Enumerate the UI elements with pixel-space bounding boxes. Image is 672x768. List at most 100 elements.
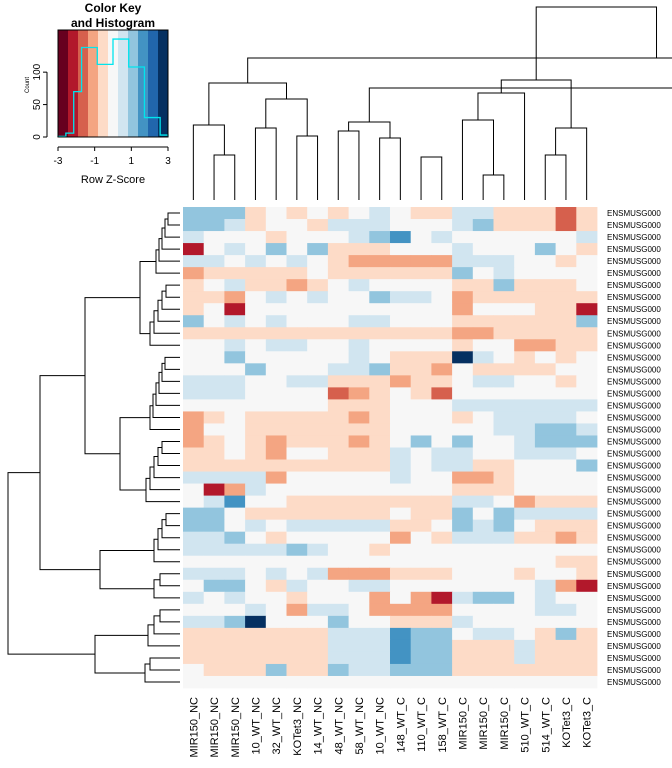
heatmap-cell [555,459,577,472]
heatmap-cell [390,423,412,436]
heatmap-cell [203,495,225,509]
heatmap-cell [265,447,287,460]
heatmap-cell [327,519,349,533]
heatmap-cell [410,543,432,557]
heatmap-cell [534,387,556,400]
heatmap-cell [348,447,370,460]
heatmap-cell [534,591,556,605]
heatmap-cell [286,663,308,677]
heatmap-cell [514,567,536,581]
heatmap-cell [307,291,329,304]
heatmap-cell [534,519,556,533]
heatmap-cell [183,303,205,316]
heatmap-cell [245,615,267,629]
heatmap-cell [265,243,287,256]
heatmap-cell [265,327,287,340]
heatmap-cell [431,591,453,605]
heatmap-cell [348,375,370,388]
heatmap-cell [390,207,412,220]
column-label: MIR150_C [499,697,511,750]
heatmap-cell [410,351,432,364]
heatmap-cell [307,303,329,316]
heatmap-cell [245,471,267,484]
heatmap-cell [286,363,308,376]
heatmap-cell [203,459,225,472]
heatmap-cell [534,459,556,472]
heatmap-cell [390,639,412,653]
heatmap-cell [348,339,370,352]
heatmap-cell [576,363,598,376]
heatmap-cell [534,543,556,557]
heatmap-cell [348,543,370,557]
heatmap-cell [327,315,349,328]
heatmap-cell [183,651,205,665]
dendrogram-branch [161,440,180,455]
heatmap-cell [576,315,598,328]
dendrogram-branch [192,124,225,200]
heatmap-cell [534,507,556,521]
heatmap-cell [431,207,453,220]
heatmap-cell [431,603,453,617]
heatmap-cell [203,531,225,545]
heatmap-cell [390,339,412,352]
heatmap-cell [245,519,267,533]
color-key-strip [58,30,169,137]
column-label: KOTet3_C [582,697,594,748]
heatmap-cell [555,651,577,665]
heatmap-cell [431,543,453,557]
heatmap-cell [534,303,556,316]
heatmap-cell [183,219,205,232]
heatmap-cell [410,519,432,533]
heatmap-cell [493,435,515,448]
heatmap-cell [245,675,267,689]
heatmap-cell [286,255,308,268]
heatmap-cell [286,327,308,340]
heatmap-cell [327,243,349,256]
row-label: ENSMUSG000 [607,281,661,290]
heatmap-cell [203,435,225,448]
heatmap-cell [224,411,246,424]
heatmap-cell [472,243,494,256]
heatmap-cell [410,639,432,653]
heatmap-cell [327,675,349,689]
color-key-x-axis: -3 -1 1 3 [54,146,171,167]
heatmap-cell [514,603,536,617]
heatmap-cell [203,279,225,292]
row-label: ENSMUSG000 [607,618,661,627]
heatmap-cell [183,483,205,496]
heatmap-cell [472,423,494,436]
heatmap-cell [245,435,267,448]
heatmap-cell [390,387,412,400]
heatmap-cell [307,351,329,364]
heatmap-cell [576,435,598,448]
heatmap-cell [245,231,267,244]
heatmap-cell [327,435,349,448]
heatmap-cell [348,315,370,328]
heatmap-cell [555,279,577,292]
heatmap-cell [286,219,308,232]
heatmap-cell [245,591,267,605]
column-label: 32_WT_NC [271,697,283,755]
heatmap-cell [327,207,349,220]
heatmap-cell [245,531,267,545]
heatmap-cell [390,663,412,677]
heatmap-cell [286,267,308,280]
heatmap-cell [452,615,474,629]
color-key-y-axis: 0 50 100 [32,63,48,140]
heatmap-cell [390,591,412,605]
heatmap-cell [493,459,515,472]
heatmap-cell [224,471,246,484]
heatmap-cell [576,351,598,364]
heatmap-cell [555,267,577,280]
heatmap-cell [245,627,267,641]
heatmap-cell [348,411,370,424]
heatmap-cell [327,219,349,232]
heatmap-cell [203,471,225,484]
heatmap-cell [472,267,494,280]
heatmap-cell [493,303,515,316]
heatmap-cell [265,411,287,424]
heatmap-cell [307,579,329,593]
row-label: ENSMUSG000 [607,317,661,326]
heatmap-cell [514,375,536,388]
heatmap-cell [307,663,329,677]
